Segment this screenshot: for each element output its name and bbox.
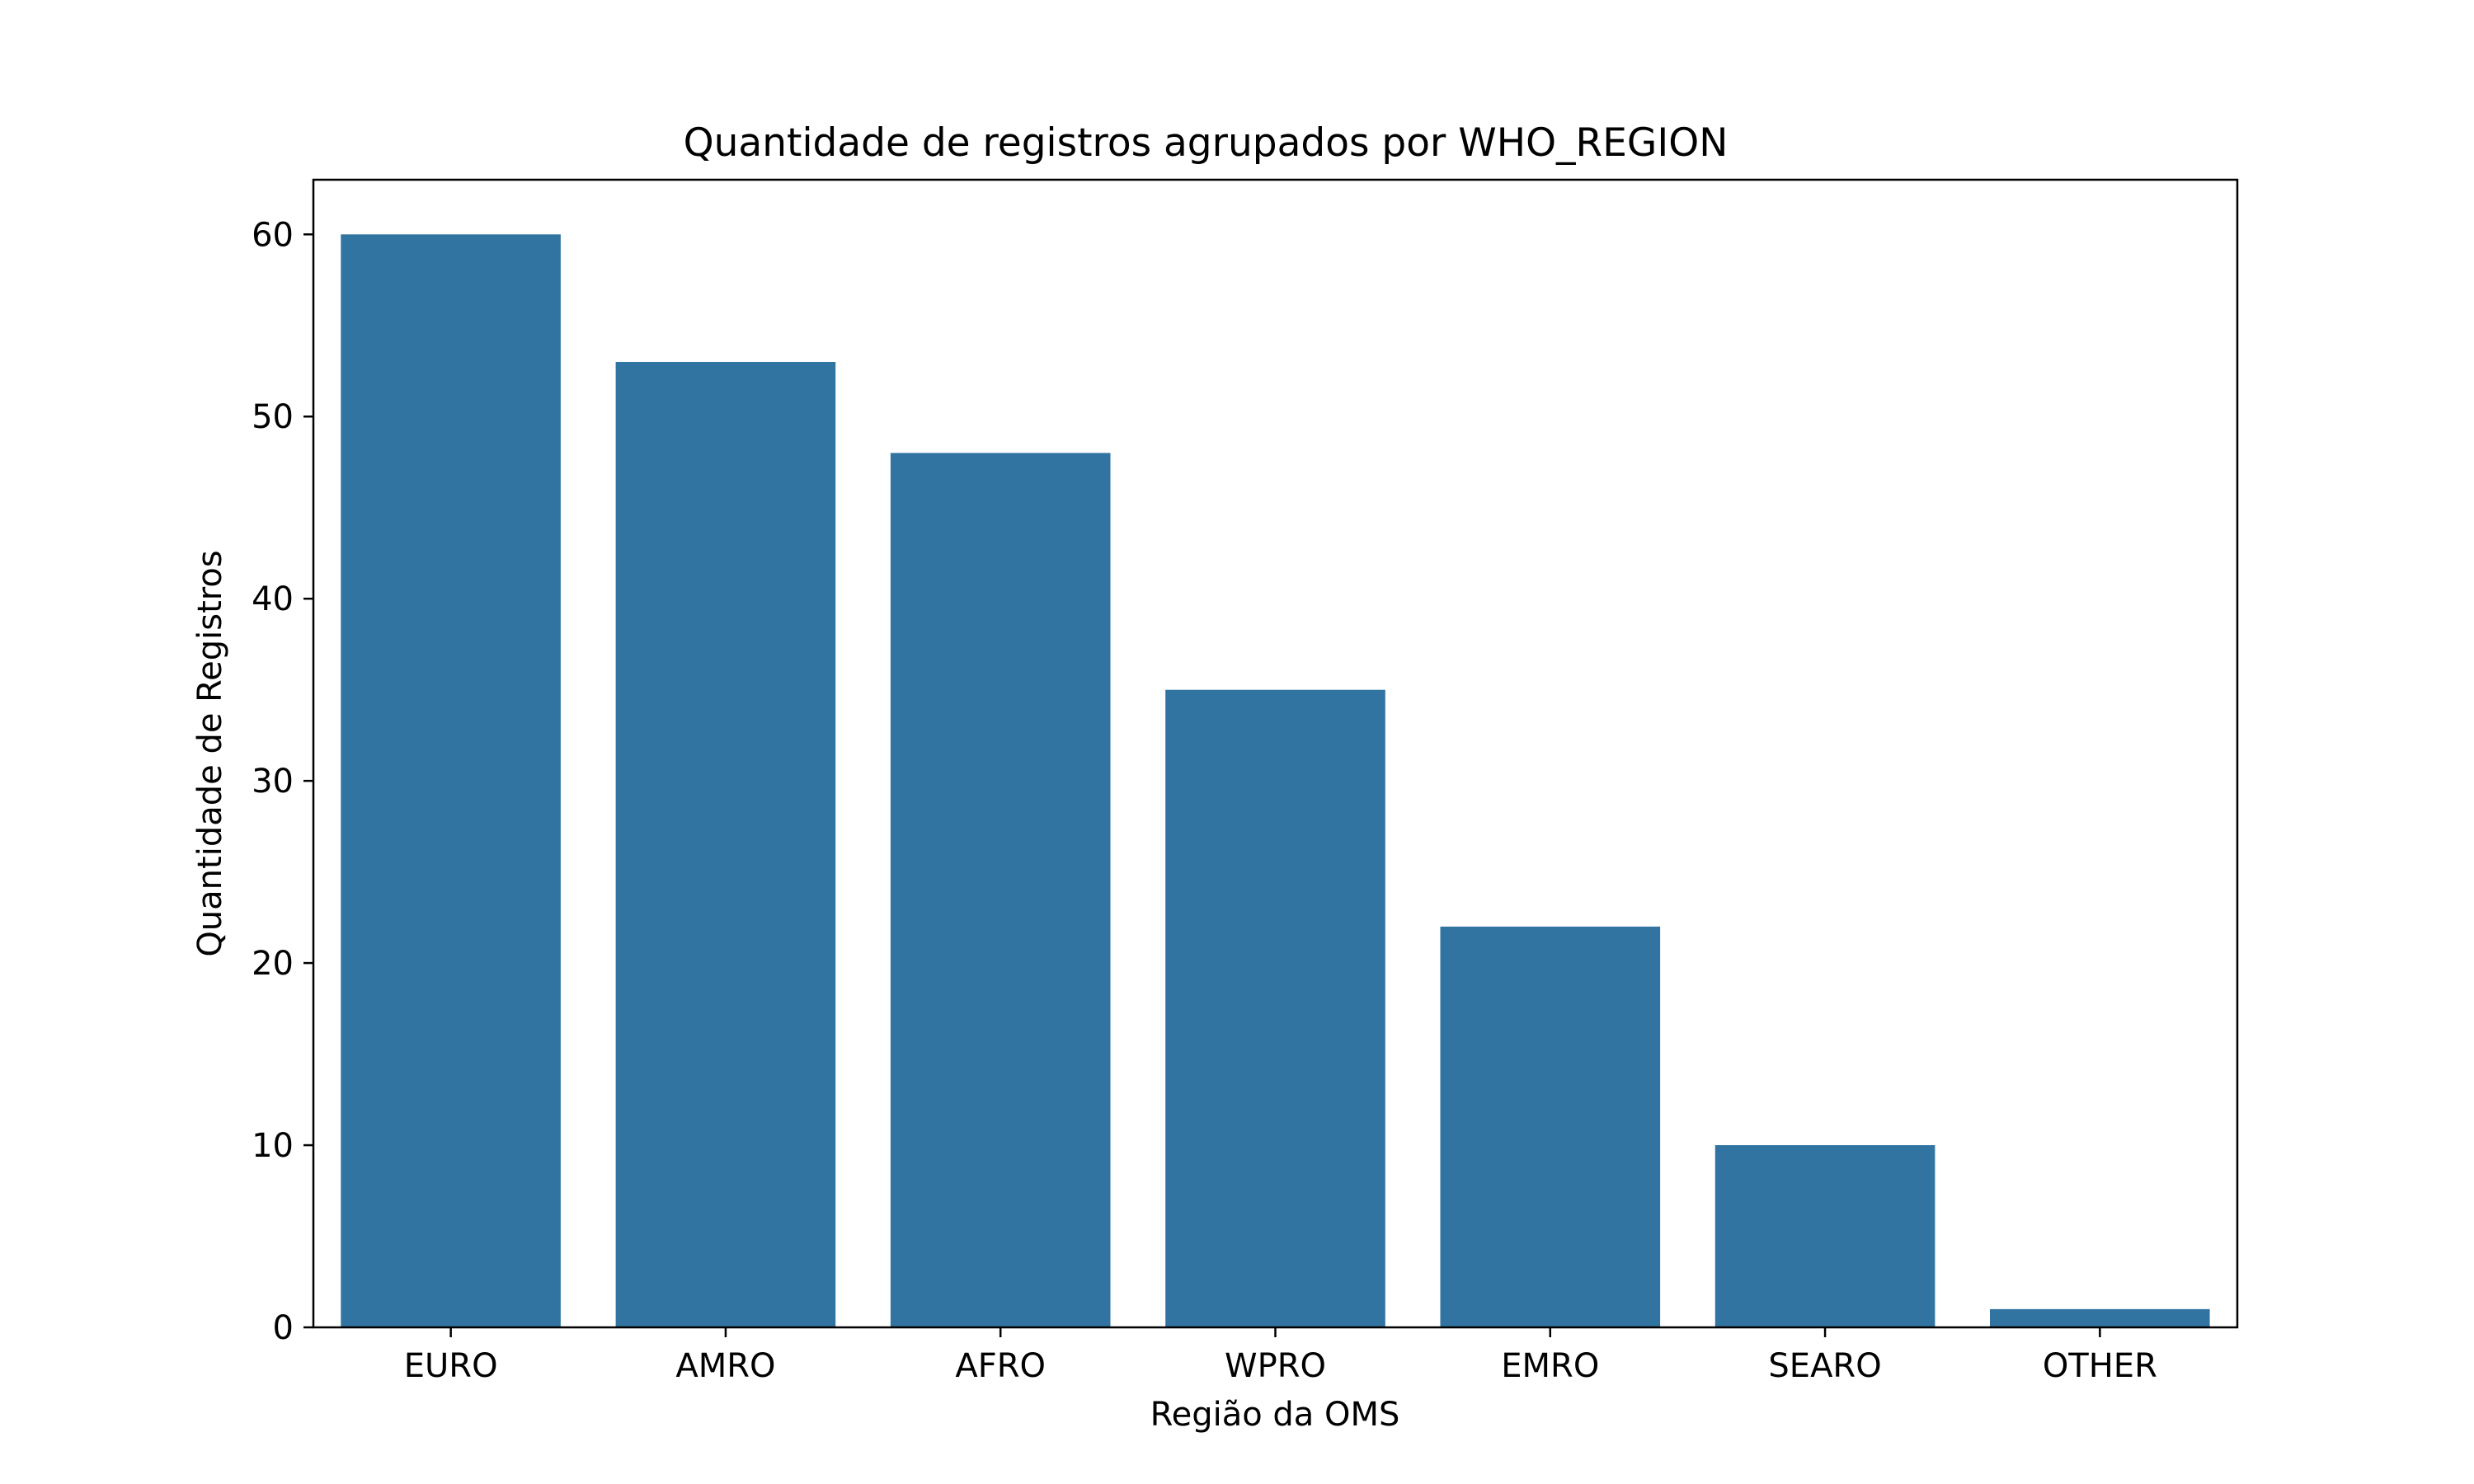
y-tick-label-30: 30 [252, 763, 294, 801]
bar-searo [1714, 1145, 1935, 1327]
x-tick-label-euro: EURO [404, 1347, 498, 1385]
x-tick-label-searo: SEARO [1768, 1347, 1881, 1385]
bar-amro [615, 362, 836, 1327]
x-tick-label-other: OTHER [2043, 1347, 2157, 1385]
plot-frame [312, 178, 2239, 1329]
bar-emro [1440, 926, 1661, 1327]
y-tick-label-50: 50 [252, 398, 294, 436]
x-tick-label-amro: AMRO [675, 1347, 775, 1385]
x-tick-label-afro: AFRO [955, 1347, 1046, 1385]
bar-other [1990, 1308, 2210, 1327]
x-tick-label-wpro: WPRO [1225, 1347, 1326, 1385]
x-tick-label-emro: EMRO [1501, 1347, 1599, 1385]
bar-euro [341, 234, 561, 1327]
bar-afro [890, 453, 1111, 1327]
x-axis: EURO AMRO AFRO WPRO EMRO SEARO OTHER [404, 1327, 2157, 1385]
y-axis-label: Quantidade de Registros [191, 550, 229, 956]
y-axis: 0 10 20 30 40 50 60 [252, 216, 313, 1347]
y-tick-label-40: 40 [252, 580, 294, 618]
bar-wpro [1165, 689, 1385, 1327]
chart-title: Quantidade de registros agrupados por WH… [684, 120, 1729, 166]
y-tick-label-60: 60 [252, 216, 294, 254]
y-tick-label-20: 20 [252, 945, 294, 983]
y-tick-label-10: 10 [252, 1127, 294, 1165]
y-tick-label-0: 0 [273, 1309, 294, 1347]
x-axis-label: Região da OMS [1150, 1396, 1400, 1434]
bars-group [341, 234, 2210, 1327]
